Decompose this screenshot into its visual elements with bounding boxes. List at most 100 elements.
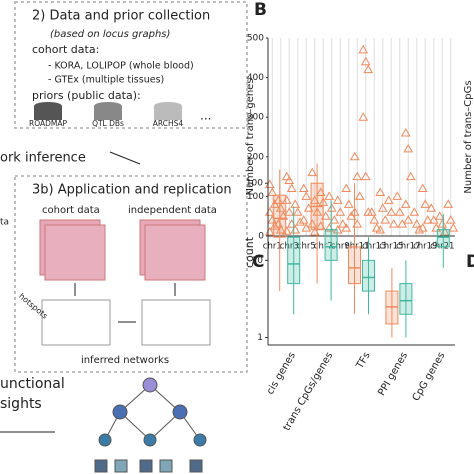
point	[420, 199, 431, 208]
point	[414, 225, 425, 234]
y-tick-label: 100	[246, 179, 263, 189]
db-icons	[34, 102, 182, 120]
prior: QTL DBs	[92, 119, 124, 128]
point	[290, 199, 301, 208]
application-box	[14, 175, 248, 373]
point	[324, 191, 335, 200]
point	[341, 183, 352, 192]
point	[307, 167, 318, 177]
point	[335, 207, 346, 216]
y-tick-label: 300	[247, 113, 264, 123]
point	[273, 195, 284, 204]
point	[411, 219, 422, 228]
point	[284, 175, 295, 185]
box	[362, 259, 375, 292]
y-tick-label: 400	[247, 73, 264, 83]
point	[426, 203, 437, 212]
tree	[94, 377, 207, 473]
point	[275, 225, 286, 234]
y-axis-label: count	[243, 236, 256, 268]
point	[267, 187, 278, 196]
box	[273, 194, 287, 238]
point	[375, 187, 386, 196]
y2-axis-label: Number of trans–CpGs	[463, 80, 474, 193]
point	[371, 223, 382, 232]
point	[417, 223, 428, 232]
point	[281, 195, 292, 204]
point	[275, 203, 286, 212]
point	[295, 217, 306, 226]
point	[443, 199, 454, 208]
point	[400, 128, 411, 137]
y-tick-label: 1	[257, 333, 263, 343]
y-tick-label: 10	[252, 256, 264, 266]
point	[360, 56, 371, 66]
point	[409, 207, 420, 216]
panel-letter: C	[252, 252, 264, 272]
point	[352, 219, 363, 228]
heading: priors (public data):	[32, 89, 141, 102]
point	[434, 211, 445, 220]
item: - KORA, LOLIPOP (whole blood)	[48, 61, 194, 72]
item: - GTEx (multiple tissues)	[48, 75, 164, 86]
point	[439, 227, 450, 236]
point	[352, 171, 363, 181]
y-tick-label: 500	[247, 34, 264, 44]
x-tick-label: cis genes	[265, 351, 298, 397]
point	[386, 207, 397, 216]
point	[267, 215, 278, 224]
point	[405, 171, 416, 181]
point	[375, 225, 386, 234]
point	[337, 219, 348, 228]
point	[307, 219, 318, 228]
x-tick-label: chr15	[379, 242, 403, 252]
point	[284, 207, 295, 216]
label: independent data	[128, 205, 217, 216]
point	[394, 207, 405, 216]
label: sights	[0, 396, 42, 412]
label: ork inference	[0, 151, 86, 166]
label: cohort data	[42, 205, 100, 216]
point	[445, 215, 456, 224]
point	[380, 215, 391, 224]
point	[341, 223, 352, 232]
point	[273, 219, 284, 228]
box	[287, 236, 301, 285]
point	[363, 64, 374, 74]
box	[324, 229, 338, 261]
point	[354, 191, 365, 200]
x-tick-label: chr9	[331, 242, 350, 252]
point	[369, 215, 380, 224]
point	[269, 221, 280, 230]
prior: ARCHS4	[153, 119, 184, 128]
panel-letter: B	[254, 0, 267, 20]
point	[298, 183, 309, 192]
point	[383, 195, 394, 204]
point	[366, 207, 377, 216]
point	[332, 195, 343, 204]
prior: ROADMAP	[29, 119, 67, 128]
point	[403, 215, 414, 224]
y-tick-label: 0	[258, 232, 264, 242]
x-tick-label: CpG genes	[411, 351, 448, 404]
point	[437, 219, 448, 228]
prior: ...	[200, 109, 211, 123]
x-tick-label: PPI genes	[376, 351, 410, 398]
heading: cohort data:	[32, 43, 99, 56]
point	[377, 203, 388, 212]
point	[349, 151, 360, 161]
x-tick-label: chr3	[280, 242, 299, 252]
point	[360, 171, 371, 181]
title: 3b) Application and replication	[32, 183, 232, 198]
y-axis-label: Number of trans–genes	[245, 78, 256, 195]
x-tick-label: TFs	[354, 351, 373, 372]
point	[448, 223, 459, 232]
point	[403, 143, 414, 153]
label: ta	[0, 218, 9, 228]
point	[388, 219, 399, 228]
point	[286, 183, 297, 192]
title: 2) Data and prior collection	[32, 9, 210, 24]
point	[343, 199, 354, 208]
y-tick-label: 200	[247, 152, 264, 162]
